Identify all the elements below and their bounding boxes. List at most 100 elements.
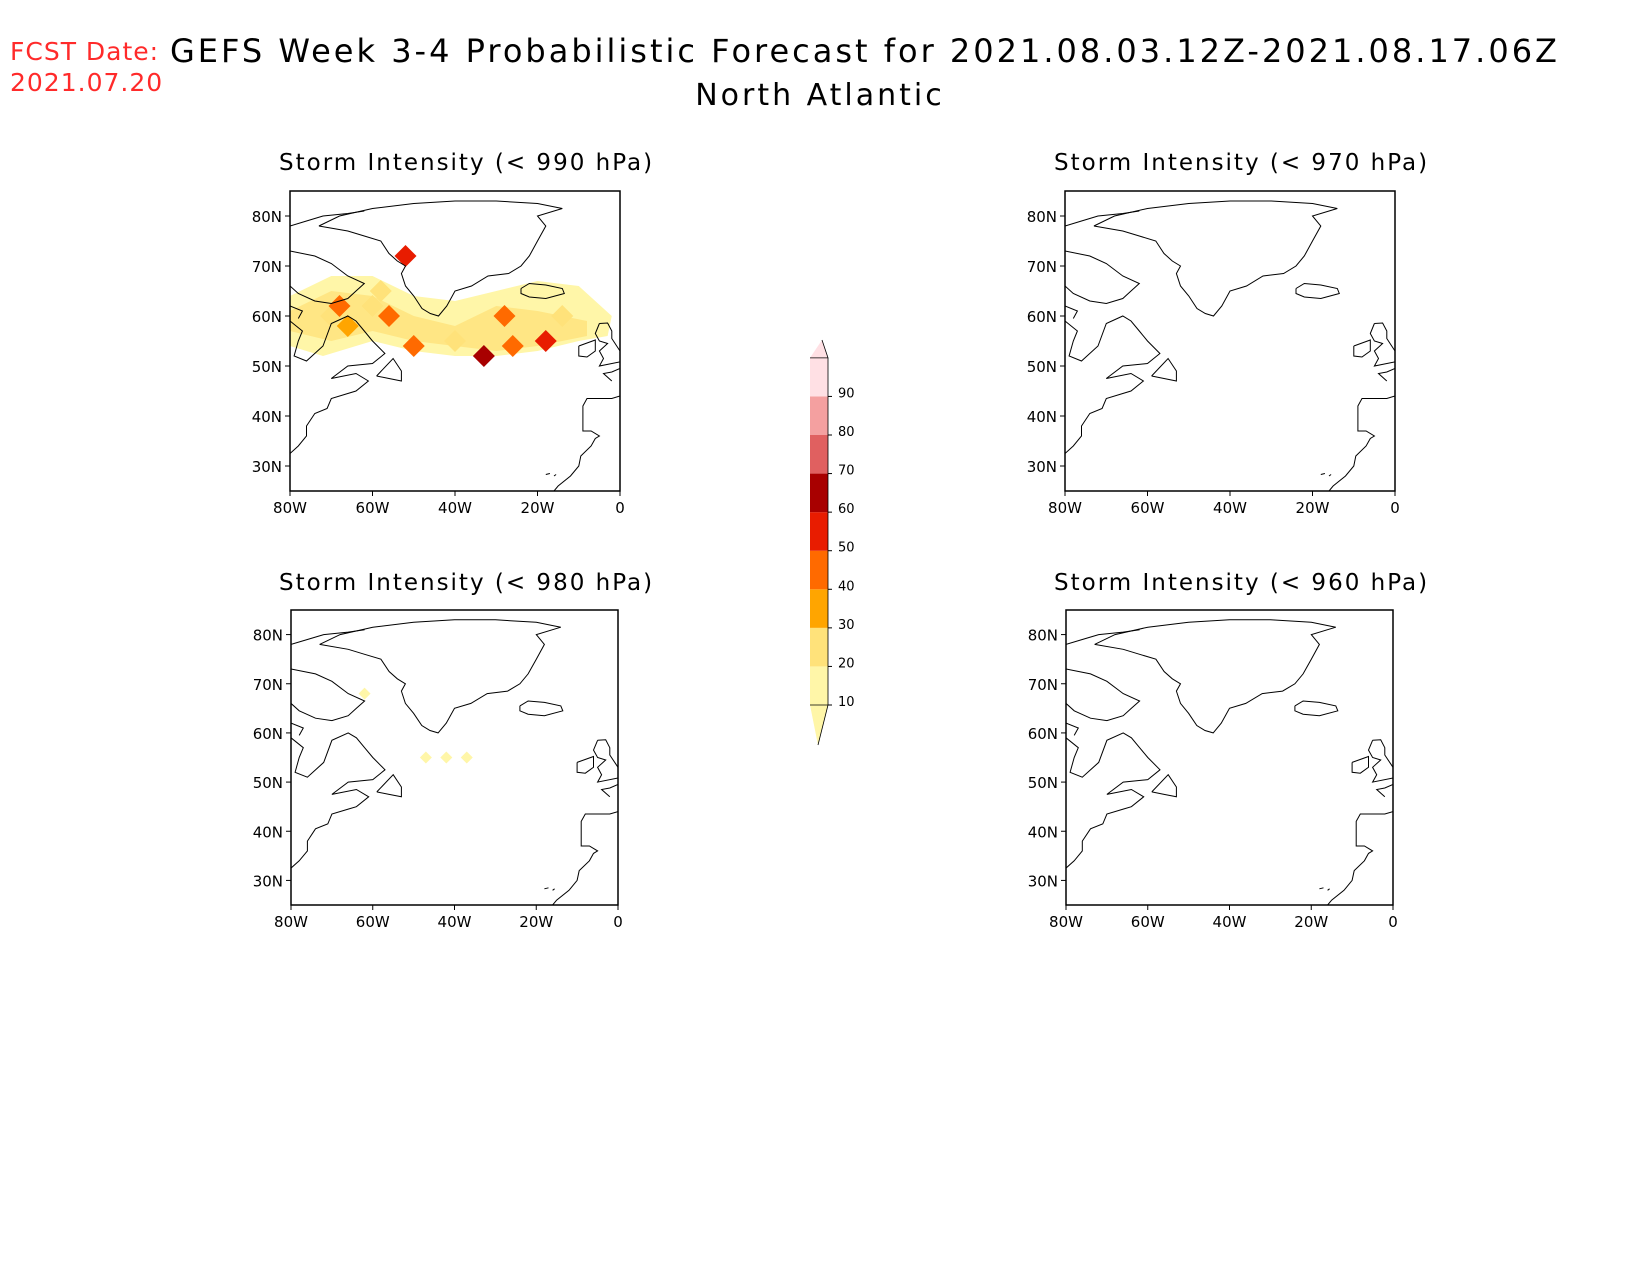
- prob-point: [472, 345, 495, 367]
- coastline: [290, 315, 386, 454]
- prob-point: [402, 335, 425, 357]
- prob-point: [358, 687, 371, 700]
- coastline: [1066, 732, 1161, 869]
- colorbar-label: 50: [838, 541, 855, 556]
- colorbar-segment: [810, 357, 828, 397]
- lat-tick-label: 80N: [252, 208, 282, 226]
- coastline: [544, 887, 549, 890]
- lat-tick-label: 70N: [1028, 676, 1058, 694]
- lon-tick-label: 20W: [1296, 499, 1330, 517]
- lon-tick-label: 40W: [1213, 913, 1247, 931]
- lat-tick-label: 70N: [1027, 258, 1057, 276]
- coastline: [553, 474, 557, 477]
- prob-point: [460, 751, 473, 764]
- coastline: [600, 784, 618, 798]
- lon-tick-label: 60W: [356, 913, 390, 931]
- lon-tick-label: 60W: [356, 499, 390, 517]
- coastline: [1367, 739, 1393, 783]
- coastline: [576, 755, 594, 774]
- coastline: [319, 619, 561, 734]
- prob-point: [440, 751, 453, 764]
- coastline: [1066, 668, 1141, 722]
- coastline: [520, 282, 565, 300]
- lat-tick-label: 40N: [252, 408, 282, 426]
- lat-tick-label: 40N: [1027, 408, 1057, 426]
- coastline: [1394, 306, 1395, 307]
- colorbar-low-tip: [810, 704, 829, 746]
- coastline: [1151, 357, 1177, 382]
- fcst-date-label: FCST Date:: [10, 37, 160, 66]
- coastline: [1328, 395, 1395, 491]
- lat-tick-label: 70N: [253, 676, 283, 694]
- colorbar-label: 70: [838, 464, 855, 479]
- colorbar-label: 60: [838, 502, 855, 517]
- lon-tick-label: 80W: [1048, 499, 1082, 517]
- coastline: [1353, 339, 1371, 358]
- coastline: [594, 322, 620, 367]
- coastlines: [1066, 619, 1393, 905]
- coastline: [552, 811, 618, 905]
- lon-tick-label: 60W: [1131, 499, 1165, 517]
- prob-point: [534, 330, 557, 352]
- coastline: [376, 773, 402, 798]
- coastline: [1319, 887, 1324, 890]
- coastline: [291, 668, 366, 722]
- coastline: [1351, 755, 1369, 774]
- lat-tick-label: 60N: [1027, 308, 1057, 326]
- lon-tick-label: 80W: [274, 913, 308, 931]
- probability-shading: [290, 245, 612, 367]
- colorbar-segment: [810, 550, 828, 590]
- coastline: [578, 339, 596, 358]
- lat-tick-label: 50N: [252, 358, 282, 376]
- lat-tick-label: 60N: [1028, 725, 1058, 743]
- fcst-date-value: 2021.07.20: [10, 68, 164, 97]
- map-frame: [1065, 609, 1394, 906]
- lat-tick-label: 30N: [1028, 872, 1058, 890]
- lon-tick-label: 40W: [438, 499, 472, 517]
- colorbar-segment: [810, 435, 828, 474]
- panel-title-990: Storm Intensity (< 990 hPa): [279, 150, 655, 176]
- coastline: [290, 305, 304, 319]
- map-panel-p980: 80W 60W 40W 20W 0 80N 70N 60N 50N 40N 30N: [253, 609, 623, 931]
- prob-point: [551, 305, 574, 327]
- lon-tick-label: 20W: [1294, 913, 1328, 931]
- coastline: [619, 306, 620, 307]
- prob-point: [501, 335, 524, 357]
- coastline: [552, 888, 555, 891]
- lon-tick-label: 80W: [273, 499, 307, 517]
- lat-tick-label: 30N: [252, 458, 282, 476]
- colorbar-label: 20: [838, 656, 855, 671]
- coastline: [553, 395, 620, 491]
- coastline: [290, 210, 365, 227]
- coastline: [1375, 784, 1393, 798]
- prob-point: [419, 751, 432, 764]
- panel-title-970: Storm Intensity (< 970 hPa): [1054, 150, 1430, 176]
- lon-tick-label: 0: [1390, 499, 1400, 517]
- lat-tick-label: 70N: [252, 258, 282, 276]
- colorbar-label: 90: [838, 386, 855, 401]
- prob-point: [369, 280, 392, 302]
- colorbar-label: 80: [838, 425, 855, 440]
- lon-tick-label: 40W: [1213, 499, 1247, 517]
- panel-title-960: Storm Intensity (< 960 hPa): [1054, 570, 1430, 596]
- coastline: [602, 368, 620, 382]
- lon-tick-label: 60W: [1131, 913, 1165, 931]
- panel-title-980: Storm Intensity (< 980 hPa): [279, 570, 655, 596]
- lat-tick-label: 30N: [1027, 458, 1057, 476]
- map-frame: [1064, 190, 1396, 492]
- prob-point: [444, 330, 466, 352]
- colorbar-segment: [810, 473, 828, 513]
- lat-tick-label: 50N: [1027, 358, 1057, 376]
- map-panel-p960: 80W 60W 40W 20W 0 80N 70N 60N 50N 40N 30N: [1028, 609, 1398, 931]
- prob-point: [493, 305, 516, 327]
- colorbar-high-tip: [810, 339, 829, 359]
- coastlines: [1065, 200, 1395, 491]
- lat-tick-label: 80N: [1027, 208, 1057, 226]
- lat-tick-label: 30N: [253, 872, 283, 890]
- lon-tick-label: 20W: [521, 499, 555, 517]
- lon-tick-label: 0: [1388, 913, 1398, 931]
- coastline: [1066, 629, 1140, 645]
- colorbar-segment: [810, 396, 828, 435]
- coastline: [1065, 250, 1141, 305]
- coastline: [291, 722, 305, 736]
